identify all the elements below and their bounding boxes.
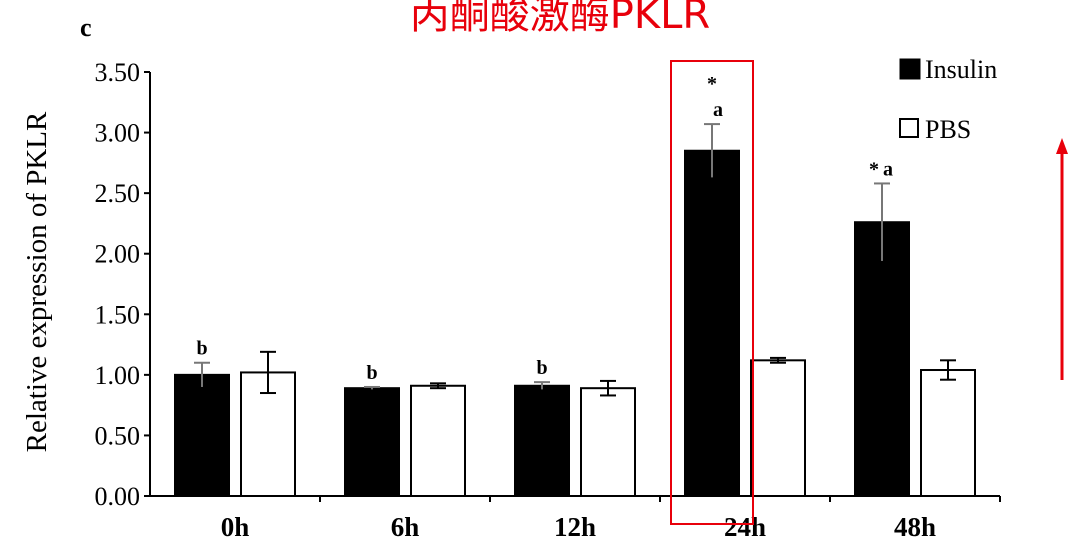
y-tick-label: 1.00: [95, 361, 141, 390]
y-axis-label: Relative expression of PKLR: [21, 111, 53, 452]
error-bar: [940, 359, 956, 381]
legend-swatch-pbs: [899, 118, 919, 138]
bar-insulin-12h: [514, 384, 570, 498]
bar-insulin-24h: [684, 149, 740, 497]
significance-letter: b: [366, 362, 377, 384]
x-tick-label: 0h: [221, 512, 250, 540]
significance-letter: a: [883, 158, 893, 180]
x-tick-label: 24h: [724, 512, 766, 540]
error-bar: [260, 350, 276, 395]
y-tick-label: 2.50: [95, 179, 141, 208]
y-tick-label: 2.00: [95, 240, 141, 269]
x-axis-ticks: 0h 6h 12h 24h 48h: [221, 496, 1001, 540]
bar-pbs-6h: [410, 384, 466, 498]
significance-marker: *: [707, 73, 717, 95]
x-tick-label: 48h: [894, 512, 936, 540]
legend-swatch-insulin: [899, 58, 921, 80]
bar-pbs-12h: [580, 387, 636, 498]
error-bar: [600, 379, 616, 397]
y-tick-label: 3.00: [95, 119, 141, 148]
bar-insulin-48h: [854, 221, 910, 498]
error-bar: [704, 123, 720, 178]
y-tick-label: 3.50: [95, 58, 141, 87]
y-tick-label: 0.00: [95, 482, 141, 511]
y-tick-label: 0.50: [95, 421, 141, 450]
bar-insulin-0h: [174, 373, 230, 498]
significance-letter: b: [196, 338, 207, 360]
trend-arrow: [1056, 138, 1068, 380]
annotation-title: 丙酮酸激酶PKLR: [410, 0, 710, 38]
significance-letter: a: [713, 99, 723, 121]
panel-label: c: [80, 13, 92, 42]
error-bar: [430, 382, 446, 390]
highlight-box: [670, 60, 754, 525]
bar-pbs-24h: [750, 359, 806, 497]
error-bar: [534, 381, 550, 390]
x-tick-label: 6h: [391, 512, 420, 540]
y-tick-label: 1.50: [95, 300, 141, 329]
significance-marker: *: [869, 158, 879, 180]
legend: Insulin PBS: [899, 55, 997, 144]
x-tick-label: 12h: [554, 512, 596, 540]
y-axis-ticks: 0.00 0.50 1.00 1.50 2.00 2.50 3.00 3.50: [95, 58, 150, 511]
error-bar: [770, 356, 786, 364]
legend-label-insulin: Insulin: [925, 55, 997, 84]
significance-letter: b: [536, 357, 547, 379]
bar-insulin-6h: [344, 387, 400, 498]
bar-pbs-48h: [920, 369, 976, 497]
error-bar: [194, 361, 210, 387]
error-bar: [364, 385, 380, 390]
legend-label-pbs: PBS: [925, 115, 971, 144]
error-bar: [874, 182, 890, 261]
bars-layer: bb ba*a*: [174, 73, 976, 498]
